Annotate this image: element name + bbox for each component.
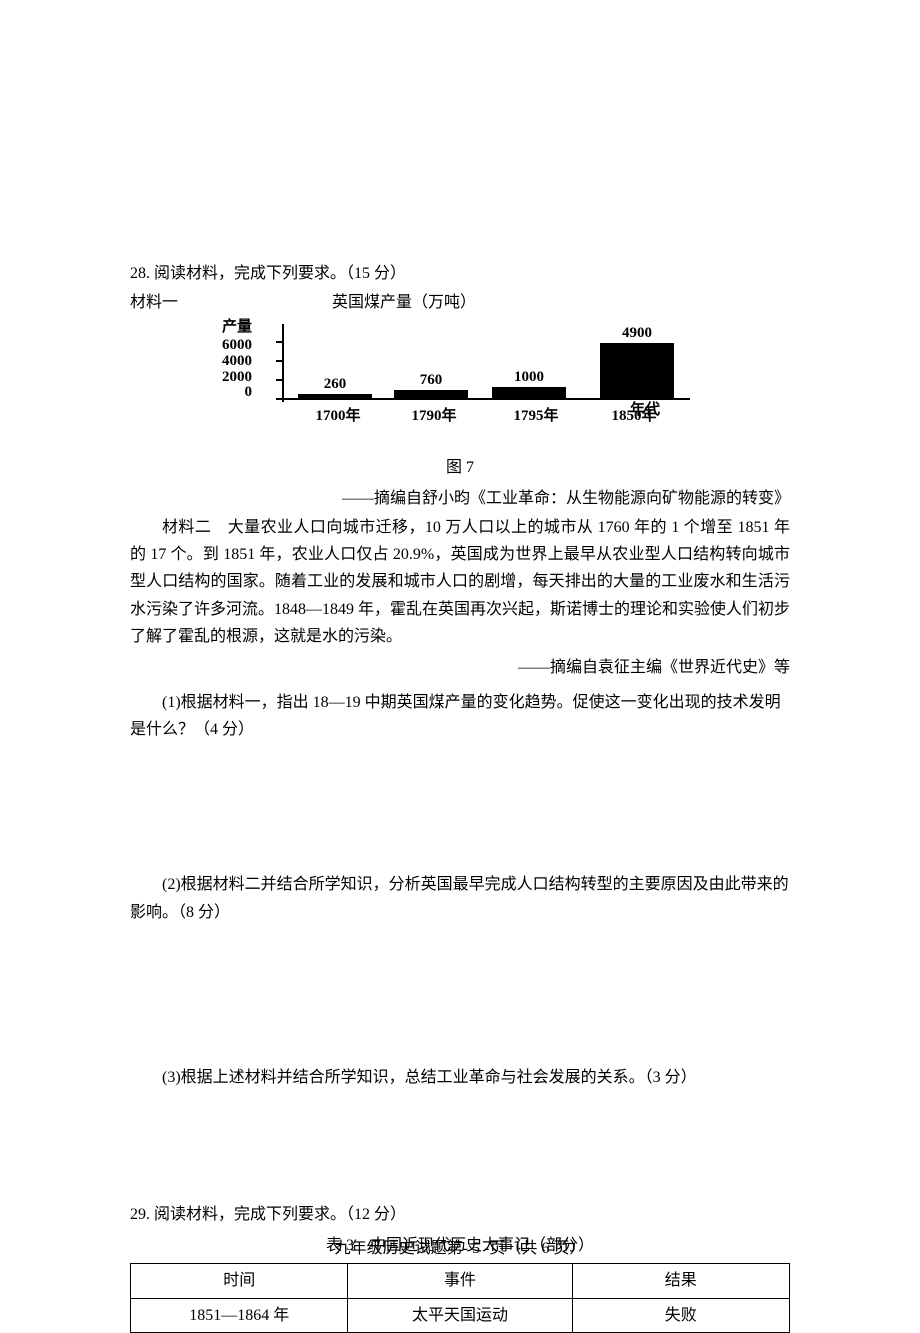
table-cell: 1851—1864 年 <box>131 1298 348 1332</box>
q28-sub3: (3)根据上述材料并结合所学知识，总结工业革命与社会发展的关系。（3 分） <box>130 1064 790 1091</box>
y-tick <box>276 398 282 400</box>
table-header-row: 时间 事件 结果 <box>131 1264 790 1298</box>
material2-passage: 材料二 大量农业人口向城市迁移，10 万人口以上的城市从 1760 年的 1 个… <box>130 514 790 650</box>
col-time: 时间 <box>131 1264 348 1298</box>
table-cell: 太平天国运动 <box>348 1298 572 1332</box>
history-table: 时间 事件 结果 1851—1864 年太平天国运动失败 <box>130 1263 790 1332</box>
q28-sub1: (1)根据材料一，指出 18—19 中期英国煤产量的变化趋势。促使这一变化出现的… <box>130 689 790 743</box>
material2-text: 大量农业人口向城市迁移，10 万人口以上的城市从 1760 年的 1 个增至 1… <box>130 519 790 645</box>
bar-value-label: 760 <box>394 368 468 394</box>
x-axis-suffix: 年代 <box>630 398 660 424</box>
x-category-label: 1700年 <box>290 404 386 430</box>
y-tick-label: 2000 <box>216 370 252 386</box>
col-event: 事件 <box>348 1264 572 1298</box>
material2-label: 材料二 <box>162 519 211 536</box>
source-2: ——摘编自袁征主编《世界近代史》等 <box>130 654 790 681</box>
chart-bar: 760 <box>394 390 468 399</box>
x-category-label: 1790年 <box>386 404 482 430</box>
q28-sub2: (2)根据材料二并结合所学知识，分析英国最早完成人口结构转型的主要原因及由此带来… <box>130 871 790 925</box>
y-tick-label: 4000 <box>216 354 252 370</box>
y-axis-labels: 产量 6000 4000 2000 0 <box>216 320 252 401</box>
x-axis-line <box>282 398 690 400</box>
x-category-label: 1795年 <box>488 404 584 430</box>
chart-bar: 4900 <box>600 343 674 399</box>
figure-caption: 图 7 <box>130 454 790 481</box>
chart-title: 英国煤产量（万吨） <box>332 289 476 316</box>
y-tick-label: 0 <box>216 385 252 401</box>
col-result: 结果 <box>572 1264 789 1298</box>
bar-value-label: 4900 <box>600 321 674 347</box>
table-row: 1851—1864 年太平天国运动失败 <box>131 1298 790 1332</box>
y-tick-label: 6000 <box>216 338 252 354</box>
source-1: ——摘编自舒小昀《工业革命：从生物能源向矿物能源的转变》 <box>130 485 790 512</box>
y-axis-title: 产量 <box>216 320 252 336</box>
q29-header: 29. 阅读材料，完成下列要求。（12 分） <box>130 1201 790 1228</box>
material1-label: 材料一 <box>130 294 178 311</box>
material1-line: 材料一 英国煤产量（万吨） <box>130 289 790 316</box>
coal-chart: 产量 6000 4000 2000 0 2601700年7601790年1000… <box>130 320 790 480</box>
chart-bar: 1000 <box>492 387 566 398</box>
table-cell: 失败 <box>572 1298 789 1332</box>
bar-value-label: 260 <box>298 372 372 398</box>
chart-bars-area: 2601700年7601790年10001795年49001850年 <box>282 330 682 398</box>
bar-value-label: 1000 <box>492 365 566 391</box>
page-footer: 九年级历史试题第- 5 -页（共 6 页） <box>0 1235 920 1262</box>
chart-bar: 260 <box>298 394 372 398</box>
q28-header: 28. 阅读材料，完成下列要求。（15 分） <box>130 260 790 287</box>
